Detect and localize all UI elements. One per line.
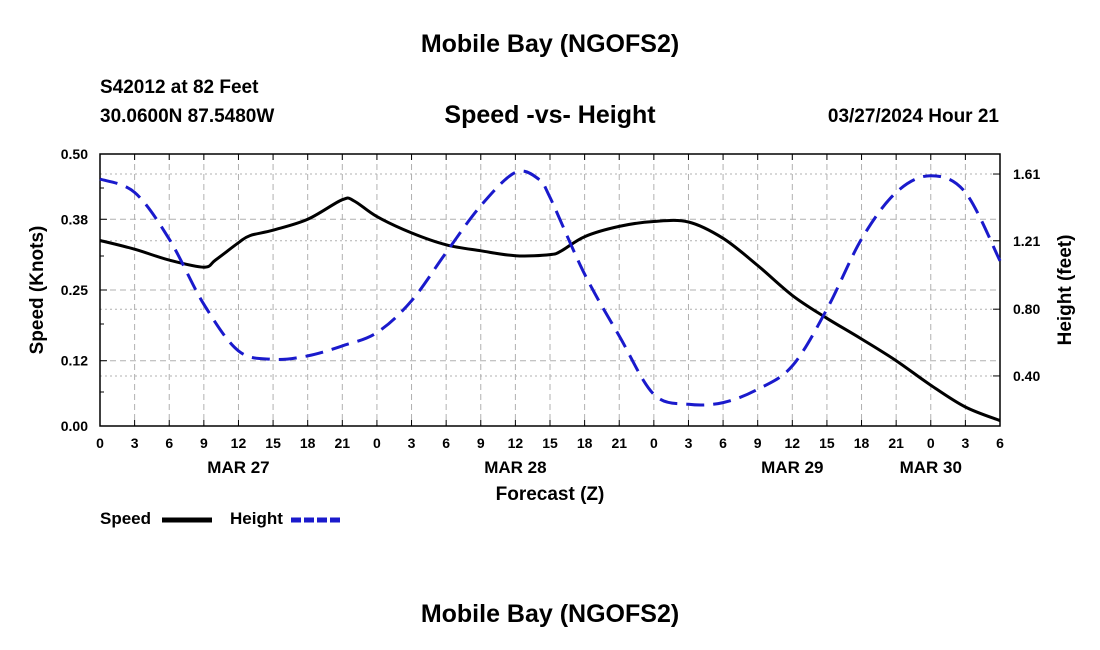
y-tick-label-left: 0.38: [61, 211, 88, 227]
station-label: S42012 at 82 Feet: [100, 77, 259, 98]
x-tick-label: 21: [335, 435, 351, 451]
x-tick-label: 6: [442, 435, 450, 451]
x-tick-label: 15: [265, 435, 281, 451]
x-axis-title: Forecast (Z): [496, 484, 605, 505]
x-tick-label: 0: [373, 435, 381, 451]
x-tick-label: 9: [200, 435, 208, 451]
x-tick-label: 3: [685, 435, 693, 451]
x-tick-label: 18: [854, 435, 870, 451]
speed-series-line: [99, 196, 1001, 422]
y-tick-label-left: 0.12: [61, 353, 88, 369]
x-tick-label: 21: [611, 435, 627, 451]
x-tick-label: 3: [961, 435, 969, 451]
axis-layer: 0 3 6 9 12 15 18 21 0 3 6 9 12 15 18 21 0 3 6 9 12 15 18 21 0 3 6 M…: [61, 146, 1041, 477]
y-tick-label-right: 0.40: [1013, 368, 1040, 384]
x-date-label: MAR 30: [900, 458, 962, 477]
y-tick-label-right: 0.80: [1013, 301, 1040, 317]
x-tick-label: 9: [477, 435, 485, 451]
x-tick-label: 21: [888, 435, 904, 451]
legend-height-label: Height: [230, 509, 283, 528]
y-tick-label-left: 0.50: [61, 146, 88, 162]
coordinates-label: 30.0600N 87.5480W: [100, 106, 275, 127]
series-layer: [99, 169, 1002, 422]
main-title: Mobile Bay (NGOFS2): [420, 30, 680, 58]
x-date-label: MAR 28: [484, 458, 546, 477]
grid-layer: [100, 154, 1000, 426]
x-tick-label: 15: [819, 435, 835, 451]
x-tick-label: 15: [542, 435, 558, 451]
x-tick-label: 12: [231, 435, 247, 451]
x-tick-label: 12: [785, 435, 801, 451]
x-tick-label: 3: [131, 435, 139, 451]
x-date-label: MAR 29: [761, 458, 823, 477]
bottom-title: Mobile Bay (NGOFS2): [420, 600, 680, 628]
x-tick-label: 18: [300, 435, 316, 451]
x-tick-label: 9: [754, 435, 762, 451]
x-tick-label: 6: [165, 435, 173, 451]
x-date-label: MAR 27: [207, 458, 269, 477]
y-tick-label-left: 0.25: [61, 282, 88, 298]
x-tick-label: 6: [719, 435, 727, 451]
x-tick-label: 0: [96, 435, 104, 451]
forecast-datetime: 03/27/2024 Hour 21: [827, 106, 999, 127]
x-tick-label: 0: [927, 435, 935, 451]
chart-subtitle: Speed -vs- Height: [444, 101, 656, 129]
y-axis-title-left: Speed (Knots): [27, 226, 48, 355]
x-tick-label: 6: [996, 435, 1004, 451]
height-series-line: [99, 169, 1002, 407]
legend-speed-label: Speed: [100, 509, 152, 528]
x-tick-label: 12: [508, 435, 524, 451]
y-axis-title-right: Height (feet): [1055, 235, 1076, 346]
y-tick-label-left: 0.00: [61, 418, 88, 434]
y-tick-label-right: 1.61: [1013, 166, 1040, 182]
x-tick-label: 18: [577, 435, 593, 451]
x-tick-label: 3: [408, 435, 416, 451]
y-tick-label-right: 1.21: [1013, 233, 1040, 249]
x-tick-label: 0: [650, 435, 658, 451]
